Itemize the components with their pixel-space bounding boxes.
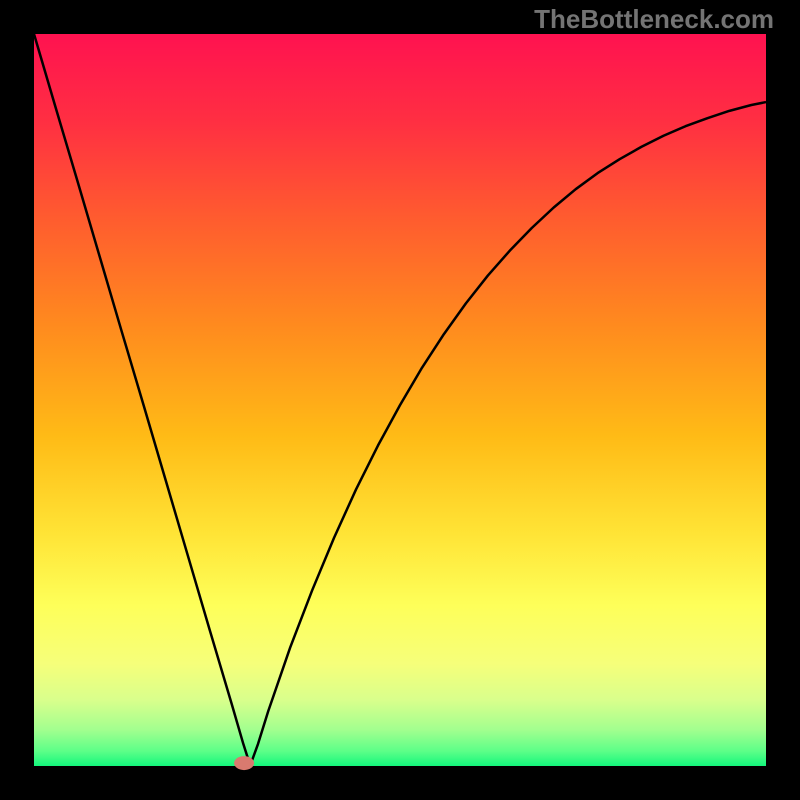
- chart-container: TheBottleneck.com: [0, 0, 800, 800]
- chart-svg: [0, 0, 800, 800]
- bottleneck-curve: [34, 34, 766, 766]
- curve-min-marker: [234, 756, 254, 770]
- watermark-text: TheBottleneck.com: [534, 4, 774, 35]
